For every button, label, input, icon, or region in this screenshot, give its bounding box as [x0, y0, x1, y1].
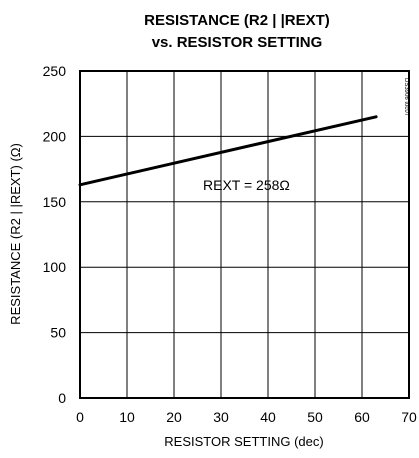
x-tick-label: 10 — [119, 409, 135, 425]
x-tick-label: 50 — [307, 409, 323, 425]
x-tick-label: 0 — [76, 409, 84, 425]
plot-frame — [79, 70, 410, 399]
chart-title-line2: vs. RESISTOR SETTING — [152, 34, 323, 51]
x-tick-label: 70 — [401, 409, 417, 425]
y-tick-label: 250 — [43, 63, 67, 79]
chart-title-line1: RESISTANCE (R2 | |REXT) — [144, 12, 330, 29]
series-layer — [78, 115, 378, 187]
y-tick-label: 200 — [43, 128, 67, 144]
x-tick-label: 30 — [213, 409, 229, 425]
tick-labels: 0 10 20 30 40 50 60 70 0 50 100 150 200 250 — [43, 63, 417, 425]
y-tick-label: 50 — [50, 325, 66, 341]
x-tick-label: 60 — [354, 409, 370, 425]
y-tick-label: 100 — [43, 259, 67, 275]
y-tick-label: 0 — [58, 390, 66, 406]
x-tick-label: 20 — [166, 409, 182, 425]
x-axis-label: RESISTOR SETTING (dec) — [164, 434, 323, 449]
y-axis-label: RESISTANCE (R2 | |REXT) (Ω) — [8, 143, 23, 325]
x-tick-label: 40 — [260, 409, 276, 425]
y-tick-label: 150 — [43, 194, 67, 210]
annotation-rext: REXT = 258Ω — [203, 177, 290, 193]
watermark: DS3906 toc07 — [403, 78, 409, 117]
series-line — [78, 115, 378, 187]
